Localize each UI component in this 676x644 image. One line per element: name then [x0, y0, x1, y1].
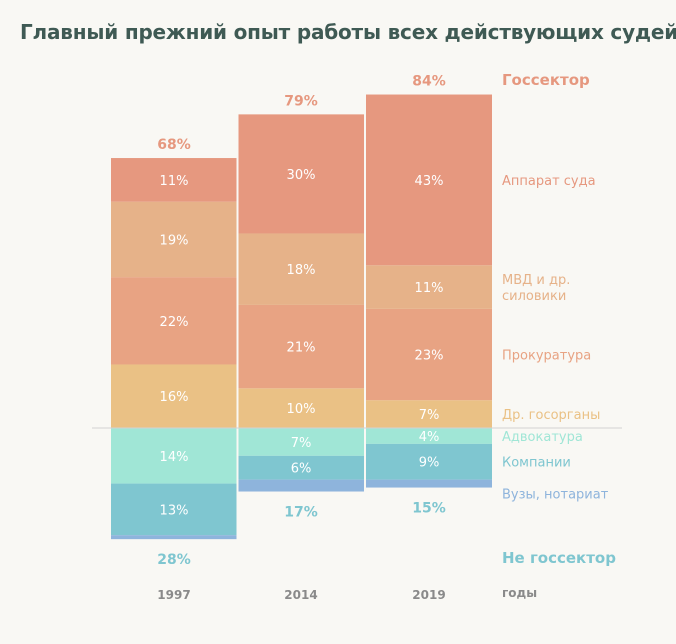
bar-segment: [111, 158, 237, 202]
nongos-total-label: 17%: [284, 505, 318, 521]
segment-value-label: 22%: [160, 315, 189, 330]
bar-segment: [111, 201, 237, 278]
segment-value-label: 14%: [160, 450, 189, 465]
segment-value-label: 10%: [287, 402, 316, 417]
year-tick-label: 1997: [157, 588, 190, 602]
bar-segment: [238, 114, 364, 234]
bar-segment: [366, 400, 492, 428]
chart-title: Главный прежний опыт работы всех действу…: [20, 20, 676, 44]
legend-item-label: Вузы, нотариат: [502, 488, 609, 503]
gos-total-label: 68%: [157, 137, 191, 153]
bar-segment: [111, 277, 237, 365]
bar-segment: [238, 455, 364, 480]
bar-segment: [111, 364, 237, 428]
nongos-total-label: 28%: [157, 552, 191, 568]
legend-item-label: Аппарат суда: [502, 174, 596, 189]
legend-group-gos: Госсектор: [502, 71, 590, 89]
bar-segment: [238, 428, 364, 456]
segment-value-label: 19%: [160, 233, 189, 248]
bar-segment: [238, 233, 364, 305]
gos-total-label: 84%: [412, 74, 446, 90]
bar-segment: [111, 428, 237, 484]
bar-segment: [366, 479, 492, 488]
bar-segment: [366, 443, 492, 480]
segment-value-label: 43%: [415, 174, 444, 189]
legend-item-label: силовики: [502, 289, 566, 304]
segment-value-label: 21%: [287, 341, 316, 356]
segment-value-label: 18%: [287, 263, 316, 278]
bar-segment: [366, 94, 492, 266]
year-tick-label: 2014: [284, 588, 317, 602]
legend-item-label: Компании: [502, 456, 571, 471]
segment-value-label: 30%: [287, 168, 316, 183]
bar-segment: [366, 265, 492, 309]
segment-value-label: 7%: [419, 408, 440, 423]
bar-segment: [366, 308, 492, 401]
segment-value-label: 11%: [160, 174, 189, 189]
segment-value-label: 13%: [160, 503, 189, 518]
legend-item-label: Адвокатура: [502, 430, 583, 445]
segment-value-label: 9%: [419, 456, 440, 471]
segment-value-label: 6%: [291, 462, 312, 477]
legend-item-label: Прокуратура: [502, 349, 591, 364]
bar-segment: [111, 535, 237, 540]
bar-segment: [238, 479, 364, 492]
x-axis-label: годы: [502, 586, 537, 600]
segment-value-label: 4%: [419, 430, 440, 445]
gos-total-label: 79%: [284, 93, 318, 109]
segment-value-label: 16%: [160, 390, 189, 405]
segment-value-label: 7%: [291, 436, 312, 451]
legend-group-nongos: Не госсектор: [502, 549, 616, 567]
bar-segment: [111, 483, 237, 536]
bar-segment: [366, 428, 492, 444]
segment-value-label: 11%: [415, 281, 444, 296]
bar-segment: [238, 304, 364, 389]
year-tick-label: 2019: [412, 588, 445, 602]
segment-value-label: 23%: [415, 349, 444, 364]
bar-segment: [238, 388, 364, 428]
legend-item-label: МВД и др.: [502, 273, 570, 288]
legend-item-label: Др. госорганы: [502, 408, 600, 423]
nongos-total-label: 15%: [412, 501, 446, 517]
